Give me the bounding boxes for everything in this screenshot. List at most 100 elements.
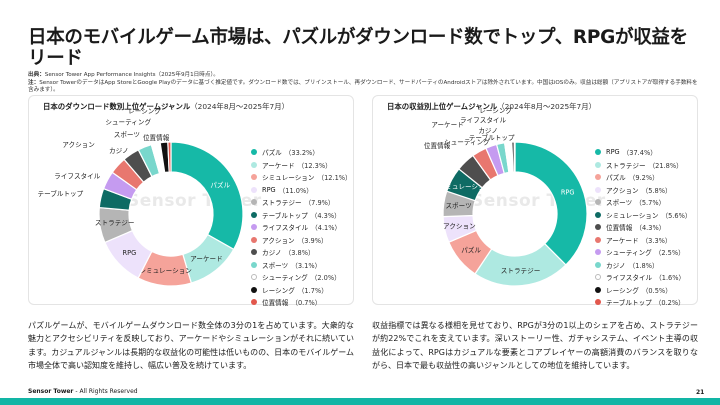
legend-swatch — [251, 224, 257, 231]
donut-slice-1 — [514, 141, 588, 266]
legend-value: （5.6%） — [661, 211, 692, 220]
legend-value: （5.8%） — [641, 186, 672, 195]
revenue-donut-chart: RPG ストラテジー パズル アクション スポーツ シミュレーション 位置情報 アーケードシュ… — [424, 106, 588, 287]
legend-label: レーシング — [606, 286, 639, 295]
legend-swatch — [595, 224, 601, 231]
slice-label-11: シューティング — [105, 117, 151, 126]
legend-swatch — [595, 249, 601, 256]
slice-label-7: 位置情報 — [424, 141, 451, 150]
legend-swatch — [595, 274, 601, 281]
legend-value: （33.2%） — [284, 149, 319, 158]
legend-label: シミュレーション — [262, 174, 315, 183]
legend-swatch — [595, 286, 601, 293]
slice-label-2: ストラテジー — [501, 267, 541, 275]
legend-value: （2.5%） — [654, 249, 685, 258]
legend-value: （4.3%） — [635, 224, 666, 233]
legend-label: 位置情報 — [606, 224, 633, 233]
legend-item-7: ライフスタイル （4.1%） — [251, 221, 352, 234]
slice-label-6: テーブルトップ — [37, 189, 83, 198]
legend-label: アクション — [262, 236, 295, 245]
legend-swatch — [251, 161, 257, 168]
donut-slice-1 — [170, 141, 244, 251]
legend-item-4: RPG （11.0%） — [251, 184, 352, 197]
slice-label-6: シミュレーション — [439, 183, 492, 191]
legend-value: （12.1%） — [317, 174, 352, 183]
legend-value: （5.7%） — [635, 199, 666, 208]
slice-label-4: RPG — [123, 249, 137, 257]
legend-swatch — [251, 149, 257, 156]
legend-swatch — [251, 261, 257, 268]
legend-swatch — [595, 261, 601, 268]
legend-item-4: アクション （5.8%） — [595, 184, 691, 197]
legend-label: シミュレーション — [606, 211, 659, 220]
slice-label-8: アーケード — [431, 121, 464, 129]
slice-label-13: テーブルトップ — [469, 133, 515, 142]
slice-label-2: アーケード — [190, 255, 223, 263]
legend-swatch — [595, 211, 601, 218]
legend-value: （1.7%） — [297, 286, 328, 295]
slice-label-5: ストラテジー — [95, 219, 135, 227]
slice-label-13: 位置情報 — [143, 133, 170, 142]
donut-slice-13 — [167, 141, 172, 173]
legend-swatch — [251, 299, 257, 306]
slice-label-3: シミュレーション — [139, 267, 192, 275]
legend-item-2: ストラテジー （21.8%） — [595, 159, 691, 172]
legend-value: （4.3%） — [310, 211, 341, 220]
legend-item-2: アーケード （12.3%） — [251, 159, 352, 172]
legend-label: レーシング — [262, 286, 295, 295]
legend-item-7: 位置情報 （4.3%） — [595, 221, 691, 234]
legend-item-6: シミュレーション （5.6%） — [595, 209, 691, 222]
sensor-tower-logo: Sensor Tower - All Rights Reserved — [28, 388, 138, 395]
legend-item-13: テーブルトップ （0.2%） — [595, 296, 691, 309]
legend-item-1: パズル （33.2%） — [251, 146, 352, 159]
legend-label: テーブルトップ — [262, 211, 308, 220]
legend-item-8: アーケード （3.3%） — [595, 234, 691, 247]
legend-label: アーケード — [606, 236, 639, 245]
legend-value: （0.2%） — [654, 299, 685, 308]
legend-label: スポーツ — [262, 261, 289, 270]
legend-item-12: レーシング （0.5%） — [595, 284, 691, 297]
page-number: 21 — [696, 389, 705, 396]
legend-label: パズル — [606, 174, 626, 183]
legend-value: （9.2%） — [628, 174, 659, 183]
legend-value: （1.6%） — [655, 274, 686, 283]
slice-label-11: ライフスタイル — [460, 116, 507, 125]
legend-item-10: カジノ （1.8%） — [595, 259, 691, 272]
legend-label: RPG — [262, 185, 276, 194]
legend-swatch — [595, 174, 601, 181]
legend-value: （3.3%） — [641, 236, 672, 245]
slice-label-10: カジノ — [478, 127, 498, 135]
legend-swatch — [595, 149, 601, 156]
legend-value: （37.4%） — [622, 149, 657, 158]
legend-value: （12.3%） — [297, 161, 332, 170]
legend-swatch — [251, 286, 257, 293]
legend-swatch — [251, 274, 257, 281]
revenue-chart-title: 日本の収益別上位ゲームジャンル（2024年8月〜2025年7月） — [387, 102, 597, 111]
legend-swatch — [595, 199, 601, 206]
legend-value: （3.1%） — [291, 261, 322, 270]
legend-value: （0.5%） — [641, 286, 672, 295]
legend-value: （11.0%） — [278, 186, 313, 195]
slice-label-12: レーシング — [479, 106, 512, 115]
downloads-legend: パズル （33.2%） アーケード （12.3%） シミュレーション （12.1%） RPG… — [251, 146, 352, 309]
legend-value: （1.8%） — [628, 261, 659, 270]
source-note: 出典：Sensor Tower App Performance Insights… — [28, 72, 698, 93]
legend-label: アクション — [606, 186, 639, 195]
legend-item-11: シューティング （2.0%） — [251, 271, 352, 284]
slice-label-8: アクション — [62, 141, 95, 149]
legend-label: カジノ — [262, 249, 282, 258]
legend-value: （3.8%） — [284, 249, 315, 258]
slice-label-5: スポーツ — [445, 202, 471, 210]
legend-item-11: ライフスタイル （1.6%） — [595, 271, 691, 284]
legend-item-6: テーブルトップ （4.3%） — [251, 209, 352, 222]
legend-value: （3.9%） — [297, 236, 328, 245]
page-title: 日本のモバイルゲーム市場は、パズルがダウンロード数でトップ、RPGが収益をリード — [28, 27, 688, 69]
legend-label: ストラテジー — [606, 161, 646, 170]
legend-item-9: カジノ （3.8%） — [251, 246, 352, 259]
legend-label: テーブルトップ — [606, 299, 652, 308]
legend-value: （7.9%） — [304, 199, 335, 208]
legend-item-10: スポーツ （3.1%） — [251, 259, 352, 272]
downloads-panel: 日本のダウンロード数別上位ゲームジャンル（2024年8月〜2025年7月） Se… — [28, 95, 354, 307]
legend-value: （2.0%） — [310, 274, 341, 283]
slice-label-1: RPG — [561, 188, 575, 196]
